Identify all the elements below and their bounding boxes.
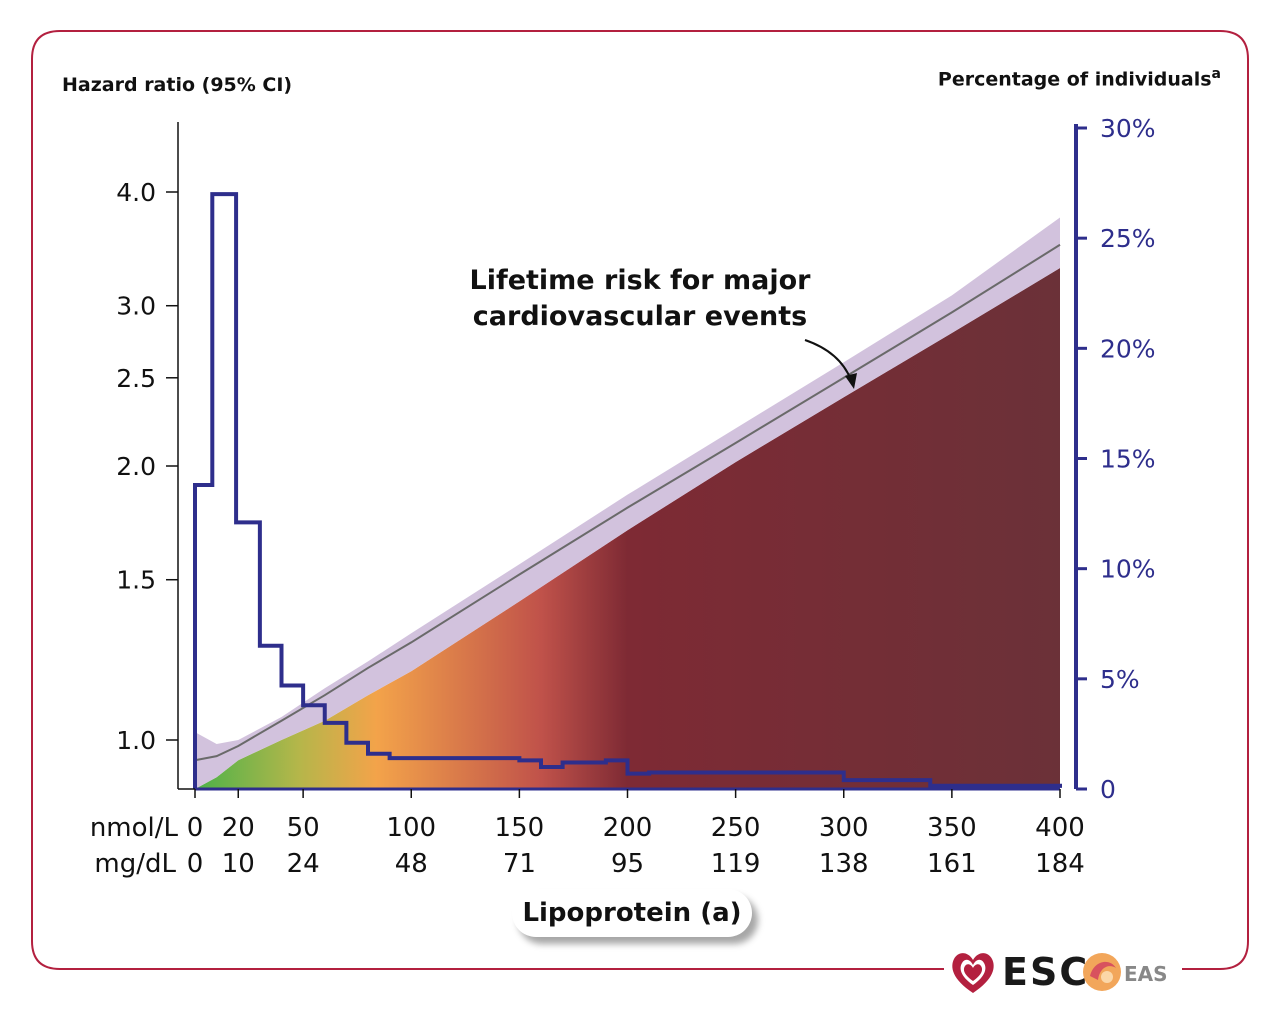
y-left-tick-label: 1.0 [116,726,156,755]
annotation-arrowhead [845,373,857,389]
y-right-tick-label: 30% [1100,114,1156,143]
y-axis-left-label: Hazard ratio (95% CI) [62,74,293,96]
x-tick-label-mgdl: 95 [611,849,644,879]
logos: ESC EAS [944,944,1176,1000]
x-tick-label-nmol: 300 [819,813,869,843]
y-left-tick-label: 2.0 [116,452,156,481]
x-tick-label-nmol: 50 [287,813,320,843]
x-tick-label-nmol: 150 [495,813,545,843]
esc-heart-logo-icon [952,953,994,993]
risk-gradient-area [195,268,1060,789]
y-right-tick-label: 25% [1100,224,1156,253]
x-tick-label-mgdl: 138 [819,849,869,879]
x-tick-label-mgdl: 24 [287,849,320,879]
x-tick-label-mgdl: 119 [711,849,761,879]
y-right-tick-label: 15% [1100,445,1156,474]
y-left-tick-label: 2.5 [116,364,156,393]
x-tick-label-nmol: 350 [927,813,977,843]
annotation-line-1: Lifetime risk for major [469,265,811,296]
esc-logo: ESC [1002,950,1090,994]
x-tick-label-mgdl: 71 [503,849,536,879]
x-unit-nmol-label: nmol/L [90,813,179,843]
y-right-tick-label: 20% [1100,334,1156,363]
x-unit-mgdl-label: mg/dL [94,849,176,879]
y-right-tick-label: 0 [1100,775,1116,804]
annotation-lifetime-risk: Lifetime risk for major cardiovascular e… [440,263,840,335]
x-tick-label-mgdl: 48 [395,849,428,879]
hazard-ratio-line [194,243,1061,762]
x-tick-label-nmol: 100 [386,813,436,843]
x-tick-label-nmol: 400 [1035,813,1085,843]
y-left-tick-label: 4.0 [116,178,156,207]
annotation-arrow [804,339,852,381]
x-tick-label-mgdl: 10 [222,849,255,879]
x-tick-label-nmol: 0 [187,813,204,843]
x-axis-label: Lipoprotein (a) [512,889,752,937]
x-tick-label-mgdl: 0 [187,849,204,879]
distribution-step-line [193,192,1062,789]
x-tick-label-nmol: 20 [222,813,255,843]
y-right-tick-label: 5% [1100,665,1140,694]
hazard-ratio-ci-band [195,217,1060,790]
eas-logo: EAS [1124,962,1168,986]
y-left-tick-label: 1.5 [116,566,156,595]
x-tick-label-nmol: 200 [603,813,653,843]
eas-logo-icon [1083,953,1121,991]
outer-frame [31,30,1249,970]
annotation-line-2: cardiovascular events [472,301,808,332]
x-tick-label-mgdl: 184 [1035,849,1085,879]
y-axis-right-label: Percentage of individualsa [937,66,1221,91]
x-tick-label-mgdl: 161 [927,849,977,879]
y-right-tick-label: 10% [1100,555,1156,584]
x-tick-label-nmol: 250 [711,813,761,843]
y-left-tick-label: 3.0 [116,292,156,321]
